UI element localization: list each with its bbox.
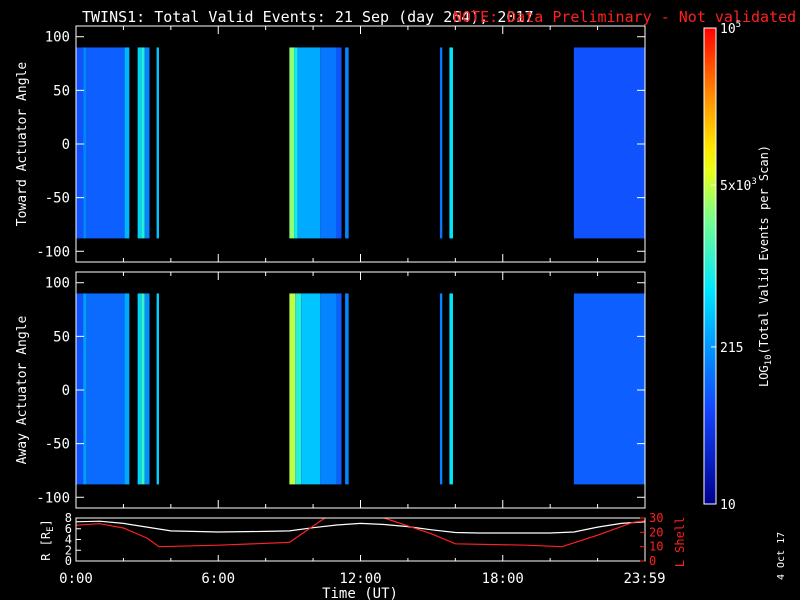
colorbar-bar — [703, 27, 717, 505]
toward-segment-14 — [439, 47, 443, 239]
toward-frame — [75, 25, 646, 263]
away-segment-16 — [573, 293, 645, 485]
toward-segment-5 — [141, 47, 145, 239]
away-segment-4 — [137, 293, 142, 485]
away-segment-11 — [320, 293, 337, 485]
toward-segment-11 — [320, 47, 337, 239]
toward-ytick-label: 100 — [45, 30, 70, 46]
toward-segment-13 — [345, 47, 349, 239]
toward-ytick-label: -100 — [36, 244, 70, 260]
orbit-frame — [75, 517, 646, 562]
orbit-ytick-label: 2 — [65, 543, 72, 557]
lshell-axis-label: L Shell — [673, 517, 687, 568]
r-distance-line — [76, 520, 645, 534]
lshell-tick-label: 30 — [649, 511, 663, 525]
away-ytick-label: 0 — [62, 383, 70, 399]
orbit-ytick-label: 0 — [65, 554, 72, 568]
colorbar-tick-label: 10 — [720, 498, 736, 513]
xtick-label: 23:59 — [623, 571, 665, 587]
away-segment-15 — [449, 293, 453, 485]
xtick-label: 12:00 — [339, 571, 381, 587]
away-ytick-label: -50 — [45, 437, 70, 453]
toward-segment-6 — [144, 47, 150, 239]
toward-segment-4 — [137, 47, 142, 239]
lshell-tick-label: 0 — [649, 554, 656, 568]
toward-ytick-label: 0 — [62, 137, 70, 153]
away-segment-2 — [86, 293, 125, 485]
toward-ytick-label: -50 — [45, 191, 70, 207]
away-segment-7 — [156, 293, 159, 485]
toward-segment-7 — [156, 47, 159, 239]
away-segment-3 — [124, 293, 130, 485]
toward-segment-1 — [83, 47, 87, 239]
away-segment-12 — [336, 293, 342, 485]
lshell-line — [76, 518, 645, 548]
colorbar-label: LOG10(Total Valid Events per Scan) — [757, 145, 774, 387]
date-stamp: 4 Oct 17 — [776, 532, 787, 580]
away-segment-5 — [141, 293, 145, 485]
colorbar-tick-label: 215 — [720, 341, 743, 356]
orbit-ytick-label: 8 — [65, 511, 72, 525]
figure-title: TWINS1: Total Valid Events: 21 Sep (day … — [82, 8, 534, 26]
toward-ylabel: Toward Actuator Angle — [15, 62, 30, 227]
away-segment-8 — [289, 293, 296, 485]
toward-segment-8 — [289, 47, 295, 239]
toward-segment-12 — [336, 47, 342, 239]
preliminary-note: NOTE: Data Preliminary - Not validated — [453, 8, 796, 26]
r-axis-label: R [RE] — [39, 519, 56, 561]
lshell-tick-label: 20 — [649, 525, 663, 539]
colorbar-tick-label: 5x103 — [720, 177, 757, 194]
away-segment-1 — [83, 293, 87, 485]
away-ytick-label: 100 — [45, 276, 70, 292]
toward-segment-15 — [449, 47, 453, 239]
colorbar-tick-label: 105 — [720, 20, 741, 37]
away-segment-9 — [295, 293, 302, 485]
away-segment-0 — [76, 293, 84, 485]
orbit-ytick-label: 4 — [65, 533, 72, 547]
toward-segment-16 — [573, 47, 645, 239]
away-frame — [75, 271, 646, 509]
x-axis-label: Time (UT) — [322, 586, 398, 600]
away-segment-10 — [301, 293, 321, 485]
away-segment-6 — [144, 293, 150, 485]
toward-segment-10 — [297, 47, 321, 239]
toward-ytick-label: 50 — [53, 83, 70, 99]
away-segment-14 — [439, 293, 443, 485]
away-angle-panel: 100 50 0 -50 -100 Away Actuator Angle — [15, 271, 646, 509]
xtick-label: 6:00 — [201, 571, 235, 587]
toward-segment-9 — [294, 47, 298, 239]
colorbar: 10 215 5x103 105 LOG10(Total Valid Events pe… — [703, 20, 774, 513]
away-ytick-label: -100 — [36, 490, 70, 506]
toward-segment-0 — [76, 47, 84, 239]
toward-angle-panel: 100 50 0 -50 -100 Toward Actuator Angle — [15, 25, 646, 263]
xtick-label: 0:00 — [59, 571, 93, 587]
toward-segment-3 — [124, 47, 130, 239]
lshell-tick-label: 10 — [649, 540, 663, 554]
orbit-ytick-label: 6 — [65, 522, 72, 536]
xtick-label: 18:00 — [482, 571, 524, 587]
away-segment-13 — [345, 293, 349, 485]
away-ylabel: Away Actuator Angle — [15, 315, 30, 464]
away-ytick-label: 50 — [53, 329, 70, 345]
toward-segment-2 — [86, 47, 125, 239]
